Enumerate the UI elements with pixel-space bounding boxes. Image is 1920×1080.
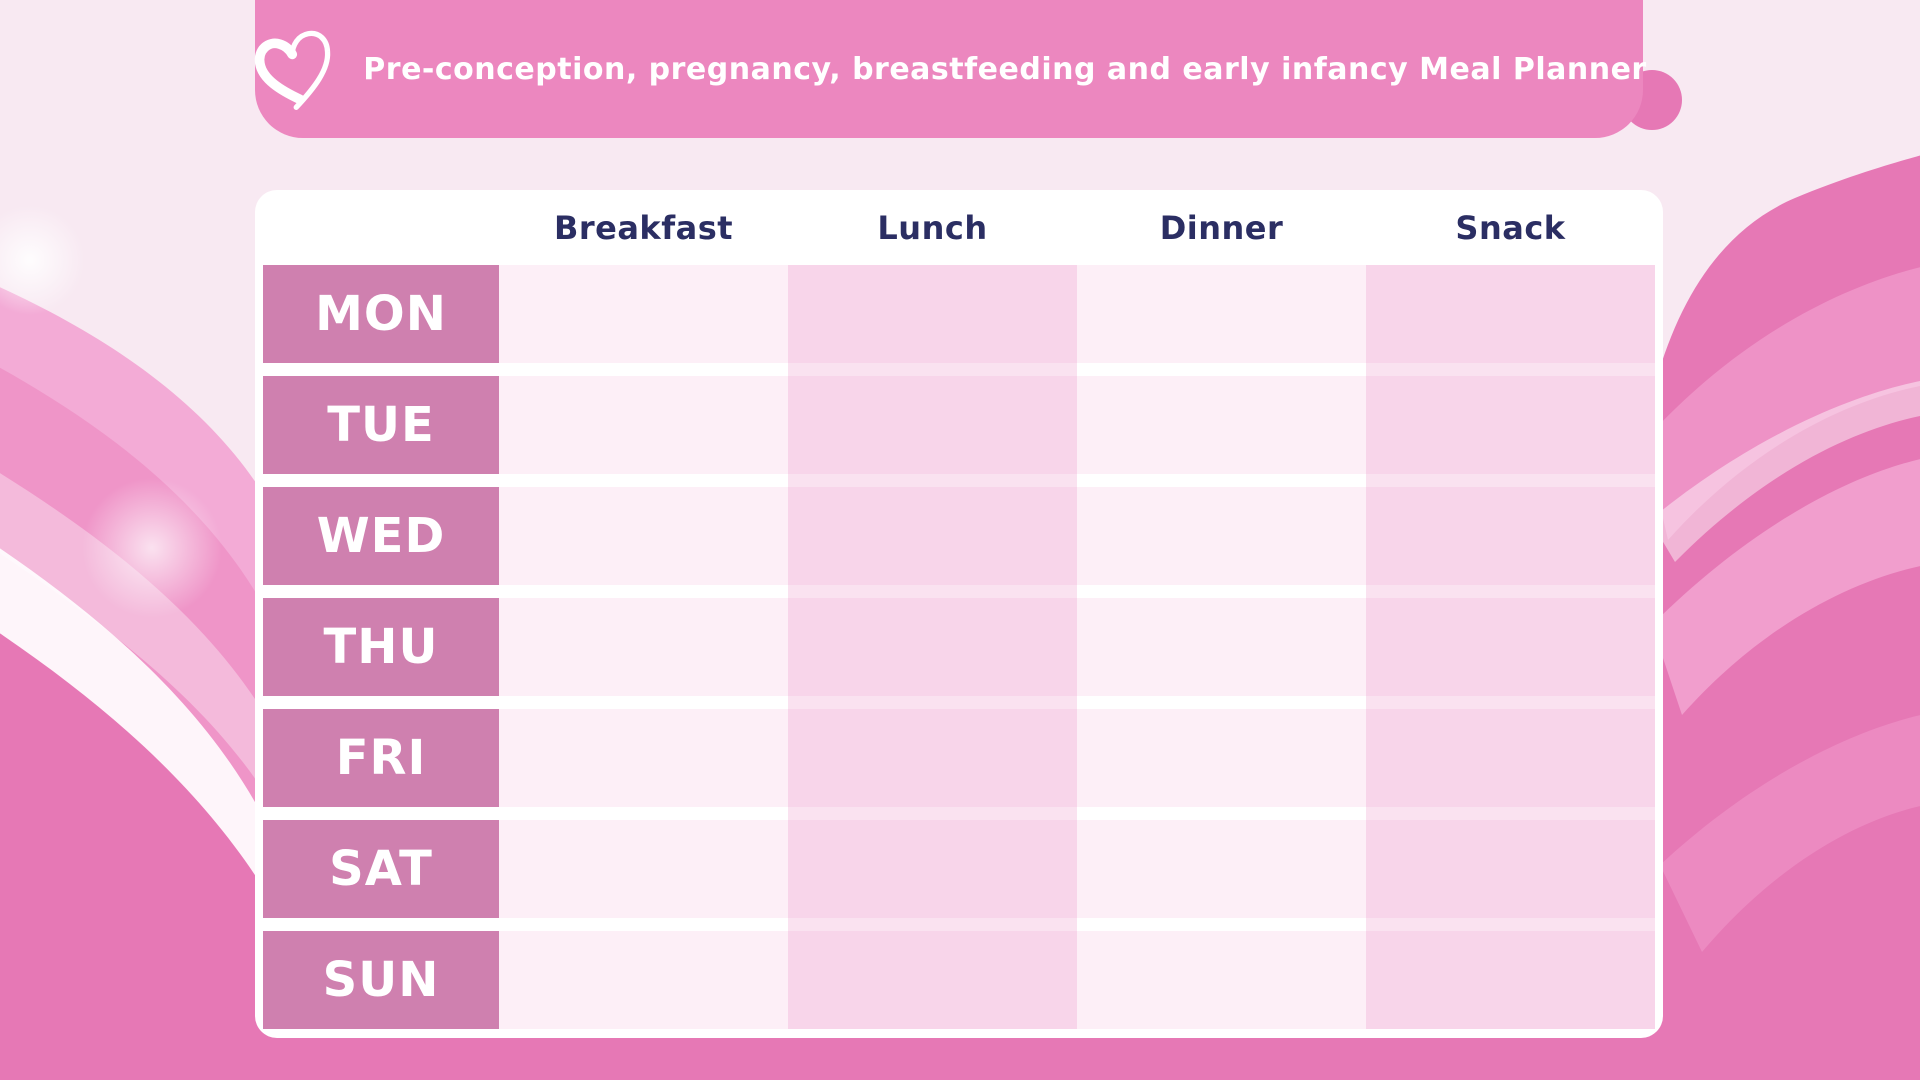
- meal-cell-sat-lunch[interactable]: [788, 820, 1077, 918]
- meal-cell-wed-breakfast[interactable]: [499, 487, 788, 585]
- day-label-mon: MON: [263, 265, 499, 363]
- meal-cell-thu-lunch[interactable]: [788, 598, 1077, 696]
- meal-cell-sat-snack[interactable]: [1366, 820, 1655, 918]
- meal-cell-wed-lunch[interactable]: [788, 487, 1077, 585]
- day-label-wed: WED: [263, 487, 499, 585]
- table-body: MON TUE WED THU: [263, 265, 1655, 1029]
- meal-cell-fri-lunch[interactable]: [788, 709, 1077, 807]
- table-row: SAT: [263, 820, 1655, 918]
- meal-cell-sat-breakfast[interactable]: [499, 820, 788, 918]
- meal-cell-tue-breakfast[interactable]: [499, 376, 788, 474]
- meal-cell-sun-breakfast[interactable]: [499, 931, 788, 1029]
- snack-column-stripe: [1366, 265, 1655, 1029]
- meal-cell-fri-snack[interactable]: [1366, 709, 1655, 807]
- lunch-column-stripe: [788, 265, 1077, 1029]
- table-row: MON: [263, 265, 1655, 363]
- meal-cell-sun-snack[interactable]: [1366, 931, 1655, 1029]
- meal-cell-thu-breakfast[interactable]: [499, 598, 788, 696]
- table-row: TUE: [263, 376, 1655, 474]
- title-banner: Pre-conception, pregnancy, breastfeeding…: [255, 0, 1647, 138]
- table-row: WED: [263, 487, 1655, 585]
- meal-cell-wed-snack[interactable]: [1366, 487, 1655, 585]
- day-label-fri: FRI: [263, 709, 499, 807]
- column-header-snack: Snack: [1455, 208, 1566, 247]
- meal-cell-thu-snack[interactable]: [1366, 598, 1655, 696]
- day-label-thu: THU: [263, 598, 499, 696]
- table-row: THU: [263, 598, 1655, 696]
- day-label-sat: SAT: [263, 820, 499, 918]
- column-header-dinner: Dinner: [1159, 208, 1284, 247]
- meal-cell-sat-dinner[interactable]: [1077, 820, 1366, 918]
- meal-cell-mon-breakfast[interactable]: [499, 265, 788, 363]
- meal-cell-sun-lunch[interactable]: [788, 931, 1077, 1029]
- meal-cell-wed-dinner[interactable]: [1077, 487, 1366, 585]
- planner-table: Breakfast Lunch Dinner Snack MON TUE: [255, 190, 1663, 1038]
- page-title: Pre-conception, pregnancy, breastfeeding…: [363, 51, 1647, 87]
- meal-cell-mon-dinner[interactable]: [1077, 265, 1366, 363]
- table-row: FRI: [263, 709, 1655, 807]
- corner-cell: [263, 190, 499, 265]
- column-header-breakfast: Breakfast: [553, 208, 734, 247]
- meal-cell-sun-dinner[interactable]: [1077, 931, 1366, 1029]
- meal-cell-fri-dinner[interactable]: [1077, 709, 1366, 807]
- meal-cell-thu-dinner[interactable]: [1077, 598, 1366, 696]
- table-row: SUN: [263, 931, 1655, 1029]
- meal-cell-tue-lunch[interactable]: [788, 376, 1077, 474]
- table-header-row: Breakfast Lunch Dinner Snack: [263, 190, 1655, 265]
- day-label-tue: TUE: [263, 376, 499, 474]
- meal-cell-mon-snack[interactable]: [1366, 265, 1655, 363]
- meal-cell-tue-dinner[interactable]: [1077, 376, 1366, 474]
- day-label-sun: SUN: [263, 931, 499, 1029]
- column-header-lunch: Lunch: [877, 208, 988, 247]
- meal-cell-tue-snack[interactable]: [1366, 376, 1655, 474]
- meal-cell-fri-breakfast[interactable]: [499, 709, 788, 807]
- heart-icon: [255, 30, 331, 110]
- meal-cell-mon-lunch[interactable]: [788, 265, 1077, 363]
